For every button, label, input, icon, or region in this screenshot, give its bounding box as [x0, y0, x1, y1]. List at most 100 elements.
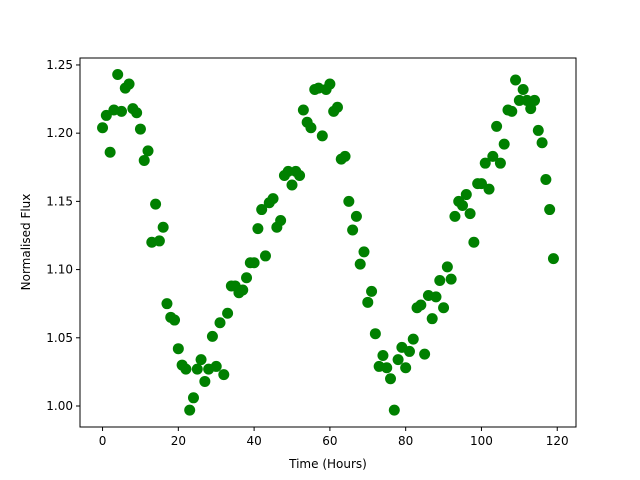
data-point — [426, 313, 438, 325]
data-point — [407, 333, 419, 345]
data-point — [339, 150, 351, 162]
data-point — [237, 284, 249, 296]
data-point — [331, 101, 343, 113]
data-point — [104, 146, 116, 158]
data-point — [115, 105, 127, 117]
data-point — [506, 105, 518, 117]
data-point — [483, 183, 495, 195]
y-tick-label: 1.15 — [46, 194, 73, 208]
data-point — [131, 107, 143, 119]
data-point — [294, 169, 306, 181]
data-point — [97, 122, 109, 134]
data-point — [187, 392, 199, 404]
data-point — [350, 210, 362, 222]
data-point — [366, 285, 378, 297]
x-tick-label: 40 — [246, 434, 261, 448]
data-point — [434, 274, 446, 286]
data-point — [517, 84, 529, 96]
x-tick-label: 100 — [470, 434, 493, 448]
data-point — [184, 404, 196, 416]
data-point — [513, 94, 525, 106]
data-point — [153, 235, 165, 247]
x-axis-label: Time (Hours) — [288, 457, 367, 471]
data-point — [494, 157, 506, 169]
data-point — [400, 362, 412, 374]
data-point — [297, 104, 309, 116]
data-point — [282, 165, 294, 177]
data-point — [324, 78, 336, 90]
y-tick-label: 1.25 — [46, 58, 73, 72]
data-point — [415, 299, 427, 311]
data-point — [445, 273, 457, 285]
data-point — [468, 236, 480, 248]
y-tick-label: 1.10 — [46, 263, 73, 277]
data-point — [112, 69, 124, 81]
data-point — [252, 223, 264, 235]
y-tick-label: 1.00 — [46, 399, 73, 413]
x-tick-label: 120 — [546, 434, 569, 448]
data-point — [381, 362, 393, 374]
data-point — [210, 360, 222, 372]
y-tick-label: 1.20 — [46, 126, 73, 140]
data-point — [441, 261, 453, 273]
data-point — [134, 123, 146, 135]
data-point — [385, 373, 397, 385]
data-point — [475, 178, 487, 190]
data-point — [438, 302, 450, 314]
data-point — [403, 345, 415, 357]
data-point — [259, 250, 271, 262]
data-point — [206, 330, 218, 342]
data-point — [544, 204, 556, 216]
data-point — [343, 195, 355, 207]
data-point — [142, 145, 154, 157]
data-point — [316, 130, 328, 142]
data-point — [347, 224, 359, 236]
data-point — [532, 124, 544, 136]
data-point — [362, 296, 374, 308]
y-tick-label: 1.05 — [46, 331, 73, 345]
data-point — [498, 138, 510, 150]
data-point — [169, 314, 181, 326]
data-point — [195, 354, 207, 366]
data-point — [267, 193, 279, 205]
data-point — [172, 343, 184, 355]
x-tick-label: 0 — [99, 434, 107, 448]
x-tick-label: 80 — [398, 434, 413, 448]
data-point — [218, 369, 230, 381]
data-point — [123, 78, 135, 90]
data-point — [521, 94, 533, 106]
data-point — [547, 253, 559, 265]
data-point — [491, 120, 503, 132]
data-point — [525, 103, 537, 115]
data-point — [529, 94, 541, 106]
data-point — [449, 210, 461, 222]
data-point — [354, 258, 366, 270]
data-point — [388, 404, 400, 416]
data-point — [369, 328, 381, 340]
data-point — [275, 214, 287, 226]
data-point — [305, 122, 317, 134]
data-point — [457, 199, 469, 211]
data-point — [430, 291, 442, 303]
data-point — [100, 109, 112, 121]
data-point — [150, 198, 162, 210]
y-axis-label: Normalised Flux — [19, 194, 33, 291]
data-point — [540, 174, 552, 186]
x-tick-label: 20 — [171, 434, 186, 448]
x-tick-label: 60 — [322, 434, 337, 448]
data-point — [392, 354, 404, 366]
data-point — [199, 375, 211, 387]
data-point — [191, 363, 203, 375]
data-point — [510, 74, 522, 86]
data-point — [419, 348, 431, 360]
data-point — [214, 317, 226, 329]
data-point — [138, 154, 150, 166]
data-point — [157, 221, 169, 233]
data-point — [248, 257, 260, 269]
data-point — [161, 298, 173, 310]
data-point — [180, 363, 192, 375]
data-point — [358, 246, 370, 258]
data-point — [479, 157, 491, 169]
data-point — [487, 150, 499, 162]
